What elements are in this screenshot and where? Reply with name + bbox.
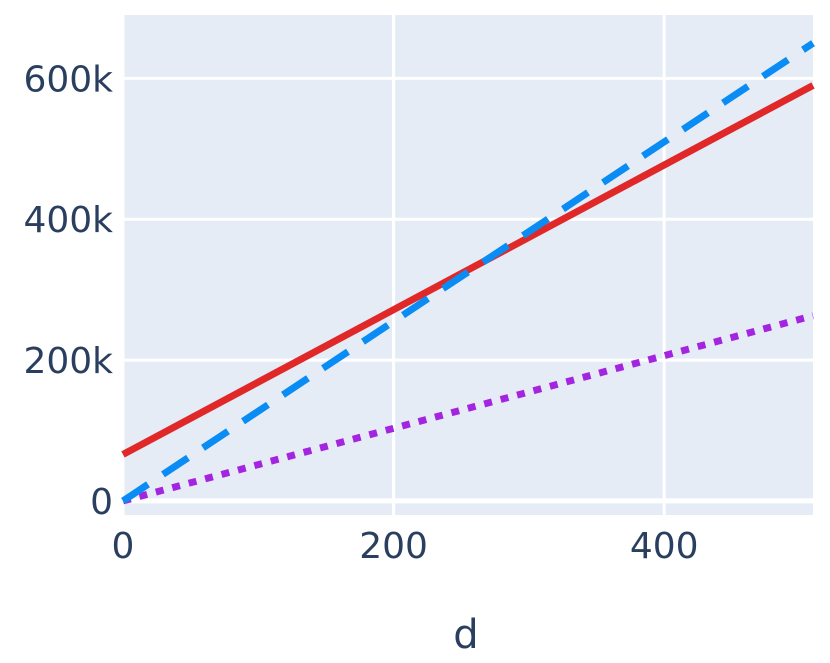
x-axis-title: d [453, 612, 478, 658]
y-gridlines [123, 76, 813, 504]
series-line-2 [122, 312, 814, 505]
x-tick-label-0: 0 [112, 526, 135, 567]
x-tick-labels: 0 200 400 [112, 526, 699, 567]
series-layer [121, 40, 815, 505]
y-tick-label-1: 200k [23, 341, 113, 382]
y-tick-label-3: 600k [23, 59, 113, 100]
x-tick-label-1: 200 [359, 526, 428, 567]
series-line-1 [121, 40, 815, 504]
x-tick-label-2: 400 [630, 526, 699, 567]
y-tick-label-0: 0 [90, 482, 113, 523]
plot-area [123, 15, 813, 515]
series-line-0 [121, 82, 815, 458]
y-tick-label-2: 400k [23, 200, 113, 241]
y-tick-labels: 0 200k 400k 600k [23, 59, 113, 523]
